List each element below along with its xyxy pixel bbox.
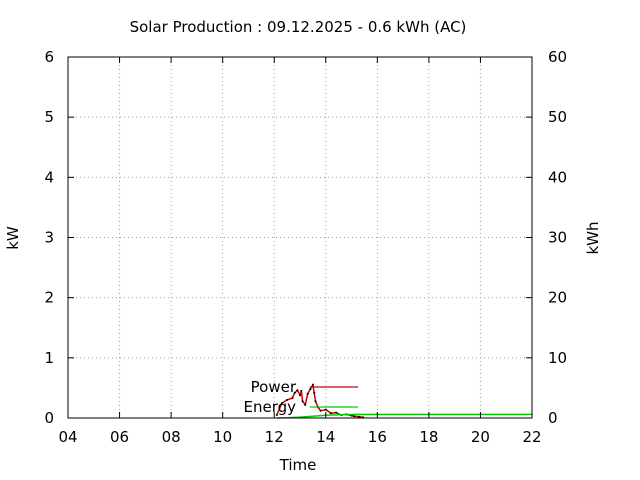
- x-tick-label: 08: [162, 428, 181, 446]
- y-tick-label: 1: [44, 349, 54, 367]
- power-point: [313, 391, 316, 394]
- x-tick-label: 04: [58, 428, 77, 446]
- y-axis-label: kW: [4, 226, 22, 250]
- chart-title: Solar Production : 09.12.2025 - 0.6 kWh …: [130, 18, 467, 36]
- y2-tick-label: 30: [548, 229, 567, 247]
- y2-tick-label: 0: [548, 409, 558, 427]
- power-point: [353, 415, 356, 418]
- series-layer: [275, 382, 532, 419]
- y2-tick-label: 40: [548, 168, 567, 186]
- power-point: [358, 415, 361, 418]
- legend-label-energy: Energy: [243, 398, 296, 416]
- power-point: [329, 412, 332, 415]
- power-point: [293, 391, 296, 394]
- y-tick-label: 0: [44, 409, 54, 427]
- power-point: [281, 402, 283, 404]
- power-point: [296, 389, 299, 392]
- y-tick-label: 6: [44, 48, 54, 66]
- energy-series-line: [276, 413, 532, 419]
- x-tick-label: 06: [110, 428, 129, 446]
- y2-tick-label: 50: [548, 108, 567, 126]
- power-point: [309, 388, 312, 391]
- x-tick-label: 10: [213, 428, 232, 446]
- x-tick-label: 12: [265, 428, 284, 446]
- x-tick-label: 16: [368, 428, 387, 446]
- y2-tick-label: 60: [548, 48, 567, 66]
- power-point: [306, 392, 309, 395]
- legend: Power Energy: [243, 378, 358, 416]
- power-point: [319, 409, 322, 412]
- x-axis-label: Time: [279, 456, 317, 474]
- power-point: [291, 397, 294, 400]
- y-tick-label: 4: [44, 168, 54, 186]
- x-tick-label: 14: [316, 428, 335, 446]
- power-point: [324, 408, 327, 411]
- y-tick-label: 5: [44, 108, 54, 126]
- power-point: [286, 398, 289, 401]
- legend-label-power: Power: [251, 378, 297, 396]
- x-tick-label: 22: [522, 428, 541, 446]
- y2-tick-label: 20: [548, 289, 567, 307]
- power-point: [300, 389, 303, 392]
- power-point: [301, 400, 304, 403]
- power-point: [311, 383, 314, 386]
- y-tick-label: 2: [44, 289, 54, 307]
- power-point: [275, 414, 278, 416]
- power-point: [335, 411, 338, 414]
- power-point: [299, 394, 301, 397]
- power-point: [304, 403, 307, 406]
- x-tick-label: 20: [471, 428, 490, 446]
- y2-axis-label: kWh: [584, 221, 602, 254]
- y2-tick-label: 10: [548, 349, 567, 367]
- grid: [68, 57, 532, 418]
- x-tick-label: 18: [419, 428, 438, 446]
- y-tick-label: 3: [44, 229, 54, 247]
- power-point: [314, 400, 317, 403]
